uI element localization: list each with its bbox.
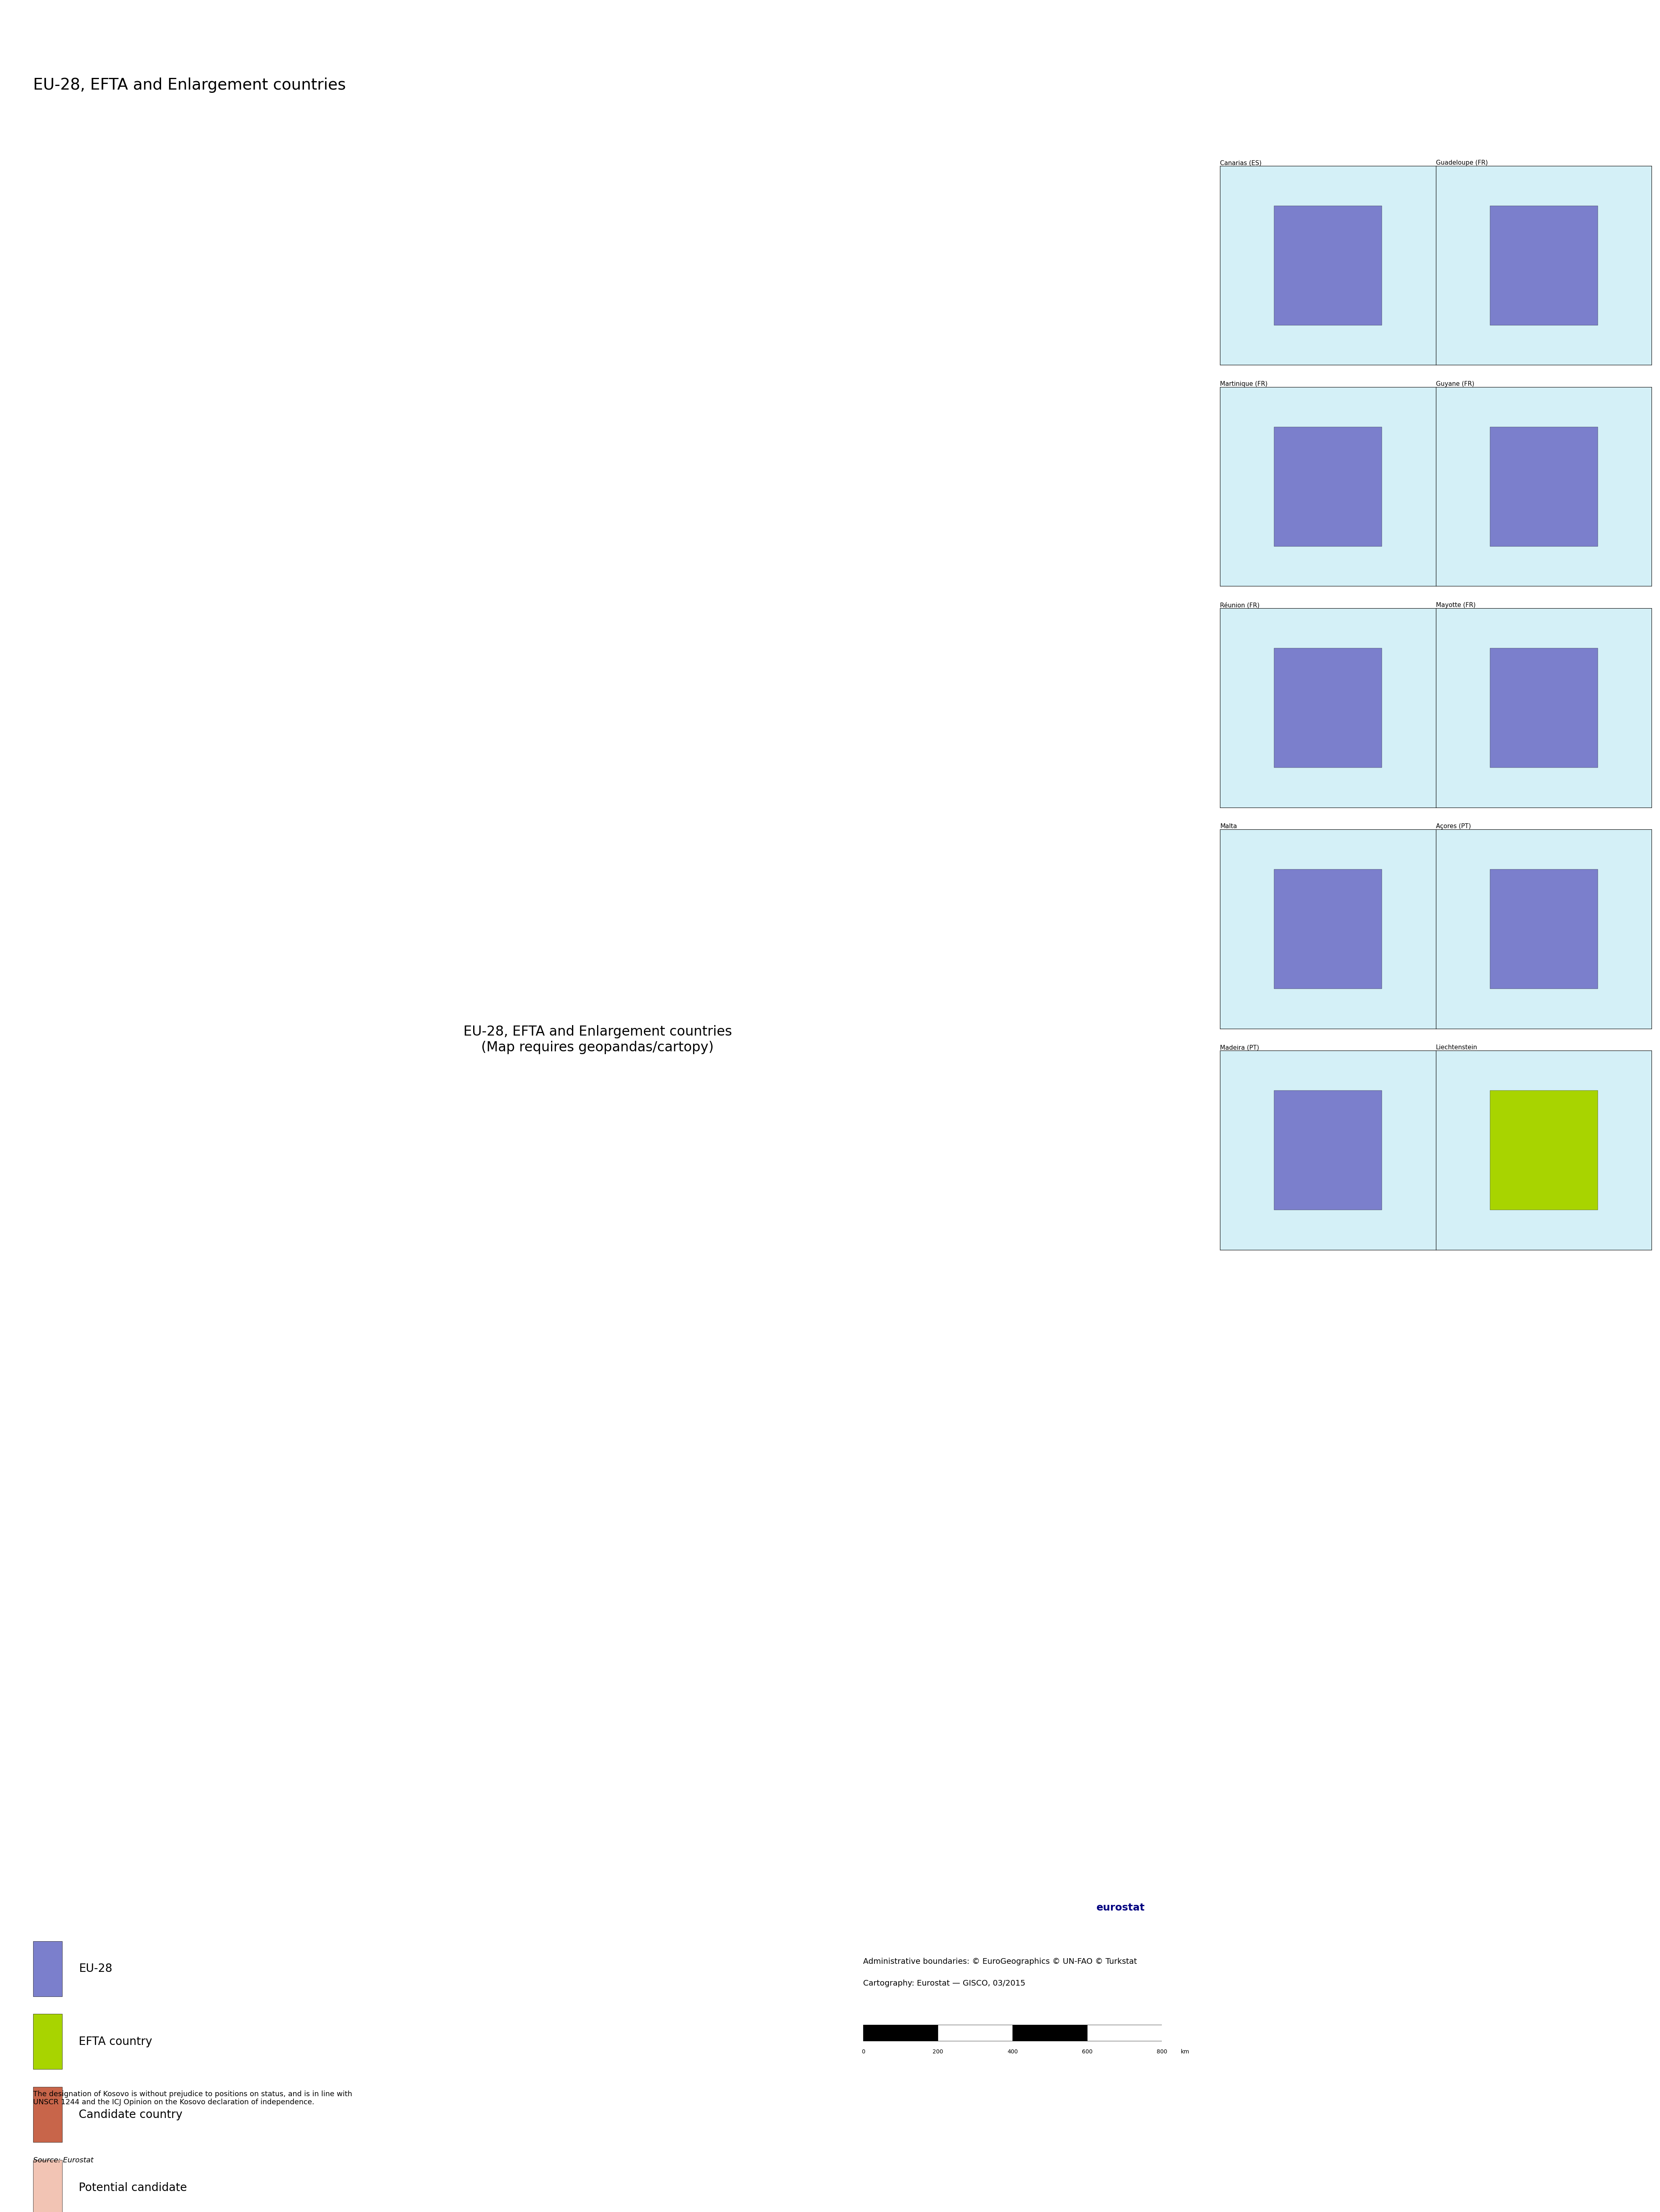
Text: Açores (PT): Açores (PT) <box>1436 823 1471 830</box>
Text: eurostat: eurostat <box>1096 1902 1145 1913</box>
Text: EU-28, EFTA and Enlargement countries
(Map requires geopandas/cartopy): EU-28, EFTA and Enlargement countries (M… <box>463 1026 732 1053</box>
Text: 0: 0 <box>862 2048 865 2055</box>
Bar <box>1275 869 1381 989</box>
Bar <box>1275 1091 1381 1210</box>
Text: Martinique (FR): Martinique (FR) <box>1220 380 1268 387</box>
Bar <box>1275 648 1381 768</box>
Bar <box>1491 1091 1597 1210</box>
Bar <box>863 2024 938 2042</box>
Bar <box>1275 427 1381 546</box>
Text: 600: 600 <box>1082 2048 1092 2055</box>
Text: EFTA country: EFTA country <box>80 2035 153 2048</box>
Bar <box>1275 206 1381 325</box>
Text: Candidate country: Candidate country <box>80 2108 183 2121</box>
Text: Guyane (FR): Guyane (FR) <box>1436 380 1474 387</box>
Text: 400: 400 <box>1008 2048 1018 2055</box>
Text: Cartography: Eurostat — GISCO, 03/2015: Cartography: Eurostat — GISCO, 03/2015 <box>863 1980 1026 1986</box>
Bar <box>1491 206 1597 325</box>
Text: EU-28: EU-28 <box>80 1962 113 1975</box>
Bar <box>1491 869 1597 989</box>
Text: 200: 200 <box>933 2048 943 2055</box>
Text: Guadeloupe (FR): Guadeloupe (FR) <box>1436 159 1487 166</box>
Text: EU-28, EFTA and Enlargement countries: EU-28, EFTA and Enlargement countries <box>33 77 345 93</box>
Text: Canarias (ES): Canarias (ES) <box>1220 159 1262 166</box>
Text: Malta: Malta <box>1220 823 1237 830</box>
Text: 800: 800 <box>1157 2048 1167 2055</box>
Text: Administrative boundaries: © EuroGeographics © UN-FAO © Turkstat: Administrative boundaries: © EuroGeograp… <box>863 1958 1137 1964</box>
Text: Madeira (PT): Madeira (PT) <box>1220 1044 1260 1051</box>
Text: Liechtenstein: Liechtenstein <box>1436 1044 1477 1051</box>
Bar <box>1491 648 1597 768</box>
Text: Source: Eurostat: Source: Eurostat <box>33 2157 93 2163</box>
Bar <box>938 2024 1013 2042</box>
Text: Mayotte (FR): Mayotte (FR) <box>1436 602 1476 608</box>
Text: Potential candidate: Potential candidate <box>80 2181 188 2194</box>
Bar <box>1491 427 1597 546</box>
Text: Réunion (FR): Réunion (FR) <box>1220 602 1260 608</box>
Text: km: km <box>1180 2048 1190 2055</box>
Bar <box>1087 2024 1162 2042</box>
Bar <box>1013 2024 1087 2042</box>
Text: The designation of Kosovo is without prejudice to positions on status, and is in: The designation of Kosovo is without pre… <box>33 2090 352 2106</box>
